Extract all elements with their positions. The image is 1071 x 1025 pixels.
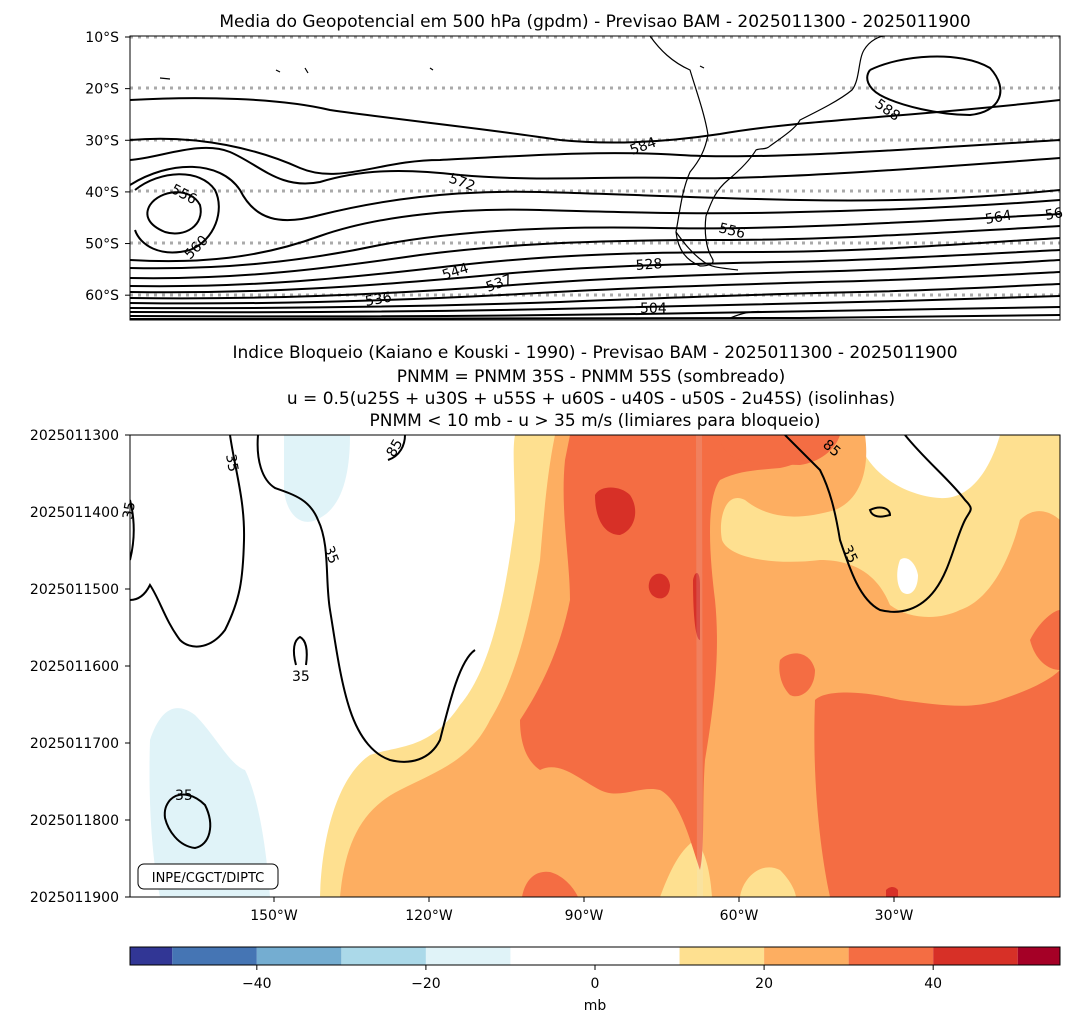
- colorbar-segment: [130, 947, 173, 965]
- colorbar-segment: [341, 947, 426, 965]
- colorbar-tick-label: −40: [242, 976, 272, 992]
- y-tick-label: 2025011800: [30, 813, 119, 829]
- x-tick-label: 60°W: [720, 908, 759, 924]
- south-america-coastline: [159, 36, 886, 319]
- bottom-panel-title: Indice Bloqueio (Kaiano e Kouski - 1990)…: [232, 343, 957, 431]
- title-line: PNMM < 10 mb - u > 35 m/s (limiares para…: [370, 411, 821, 431]
- title-line: PNMM = PNMM 35S - PNMM 55S (sombreado): [397, 367, 786, 387]
- longitude-axis: 150°W 120°W 90°W 60°W 30°W: [250, 897, 913, 924]
- colorbar-tick-label: 20: [755, 976, 773, 992]
- y-tick-label: 2025011300: [30, 428, 119, 444]
- colorbar-label: mb: [584, 998, 607, 1014]
- latitude-gridlines: [130, 36, 1060, 297]
- top-panel-title: Media do Geopotencial em 500 hPa (gpdm) …: [219, 12, 970, 32]
- colorbar-segment: [256, 947, 342, 965]
- colorbar-segment: [679, 947, 765, 965]
- contour-label: 556: [717, 220, 747, 242]
- colorbar-segment: [764, 947, 849, 965]
- colorbar-tick-label: 40: [924, 976, 942, 992]
- isoline-label: 35: [838, 543, 860, 566]
- watermark-box: INPE/CGCT/DIPTC: [137, 863, 279, 890]
- time-axis: 2025011300 2025011400 2025011500 2025011600…: [30, 428, 130, 906]
- y-tick-label: 2025011400: [30, 505, 119, 521]
- y-tick-label: 2025011600: [30, 659, 119, 675]
- top-map-frame: [129, 35, 1061, 321]
- x-tick-label: 120°W: [405, 908, 453, 924]
- x-tick-label: 30°W: [875, 908, 914, 924]
- x-tick-label: 90°W: [565, 908, 604, 924]
- y-tick-label: 60°S: [85, 288, 119, 304]
- y-tick-label: 10°S: [85, 30, 119, 46]
- colorbar-segment: [848, 947, 934, 965]
- colorbar-segment: [933, 947, 1018, 965]
- geopotential-contours: [130, 55, 1060, 320]
- contour-label: 504: [640, 301, 667, 317]
- colorbar-tick-label: 0: [591, 976, 600, 992]
- isoline-labels: 35 85 35 35 85 35 35 35: [120, 437, 860, 804]
- y-tick-label: 2025011900: [30, 890, 119, 906]
- contour-label: 528: [635, 256, 663, 274]
- x-tick-label: 150°W: [250, 908, 298, 924]
- isoline-label: 35: [222, 453, 241, 473]
- colorbar-tick-label: −20: [411, 976, 441, 992]
- contour-label: 56: [1044, 205, 1064, 224]
- top-y-axis: 10°S 20°S 30°S 40°S 50°S 60°S: [85, 30, 130, 304]
- hovmoller-area: [130, 435, 1060, 897]
- isoline-label: 85: [384, 437, 407, 460]
- contour-label: 564: [984, 208, 1013, 228]
- y-tick-label: 2025011700: [30, 736, 119, 752]
- title-line: Indice Bloqueio (Kaiano e Kouski - 1990)…: [232, 343, 957, 363]
- isoline-label: 35: [175, 788, 193, 804]
- pnmm-shading: [149, 435, 1060, 897]
- u-isolines: [130, 435, 972, 850]
- colorbar-segment: [1017, 947, 1060, 965]
- attribution-label: INPE/CGCT/DIPTC: [152, 871, 264, 886]
- y-tick-label: 20°S: [85, 82, 119, 98]
- top-map-area: [130, 36, 1060, 320]
- title-line: u = 0.5(u25S + u30S + u55S + u60S - u40S…: [287, 389, 895, 409]
- colorbar-segment: [510, 947, 680, 965]
- colorbar-segment: [172, 947, 257, 965]
- y-tick-label: 40°S: [85, 185, 119, 201]
- colorbar-segment: [425, 947, 511, 965]
- colorbar-ticks: −40 −20 0 20 40: [242, 965, 942, 992]
- contour-label: 536: [364, 290, 393, 310]
- y-tick-label: 30°S: [85, 133, 119, 149]
- isoline-label: 35: [292, 669, 310, 685]
- y-tick-label: 50°S: [85, 237, 119, 253]
- y-tick-label: 2025011500: [30, 582, 119, 598]
- contour-label: 544: [440, 260, 470, 284]
- isoline-label: 35: [320, 544, 341, 566]
- colorbar: [129, 946, 1061, 966]
